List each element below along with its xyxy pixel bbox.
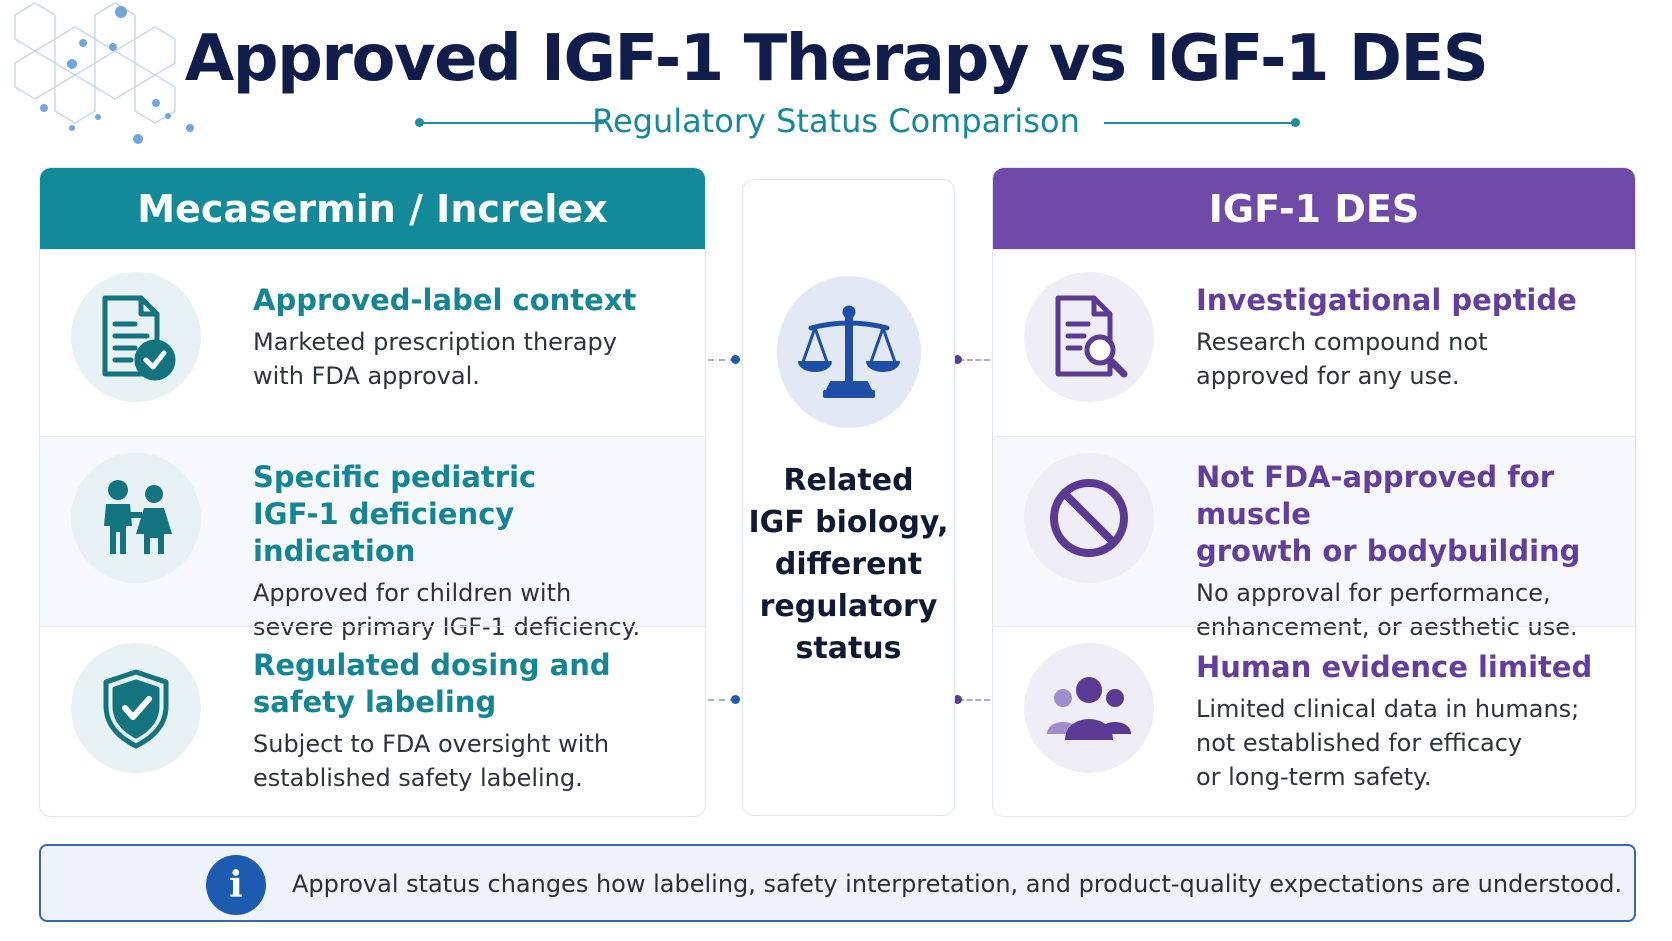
hexagon-network-decoration xyxy=(14,2,194,144)
igf1-des-panel: IGF-1 DES Investigational peptide Resear… xyxy=(992,167,1636,817)
human-evidence-text: Human evidence limited Limited clinical … xyxy=(1196,649,1615,794)
human-evidence-title: Human evidence limited xyxy=(1196,650,1593,684)
subtitle-dot-left xyxy=(415,118,424,127)
pediatric-indication-row: Specific pediatric IGF-1 deficiency indi… xyxy=(40,436,705,641)
regulated-dosing-desc: Subject to FDA oversight with establishe… xyxy=(253,730,610,792)
pediatric-indication-text: Specific pediatric IGF-1 deficiency indi… xyxy=(253,459,685,644)
connector-dot-right-bottom xyxy=(953,695,962,704)
children-icon xyxy=(71,453,201,583)
subtitle-dot-right xyxy=(1291,118,1300,127)
approved-label-row: Approved-label context Marketed prescrip… xyxy=(40,249,705,436)
not-approved-text: Not FDA-approved for muscle growth or bo… xyxy=(1196,459,1615,644)
page-subtitle: Regulatory Status Comparison xyxy=(592,102,1080,140)
info-text: Approval status changes how labeling, sa… xyxy=(292,870,1623,898)
connector-dot-right-top xyxy=(953,355,962,364)
investigational-desc: Research compound not approved for any u… xyxy=(1196,328,1488,390)
prohibited-icon xyxy=(1024,453,1154,583)
connector-right-top xyxy=(958,359,990,361)
regulated-dosing-row: Regulated dosing and safety labeling Sub… xyxy=(40,626,705,816)
connector-dot-left-top xyxy=(731,355,740,364)
approved-therapy-header: Mecasermin / Increlex xyxy=(40,168,705,249)
connector-left-bottom xyxy=(708,699,736,701)
subtitle-row: Regulatory Status Comparison xyxy=(0,100,1672,150)
pediatric-indication-desc: Approved for children with severe primar… xyxy=(253,579,641,641)
not-approved-desc: No approval for performance, enhancement… xyxy=(1196,579,1578,641)
not-approved-row: Not FDA-approved for muscle growth or bo… xyxy=(993,436,1635,641)
comparison-center-panel: Related IGF biology, different regulator… xyxy=(742,179,955,816)
igf1-des-header: IGF-1 DES xyxy=(993,168,1635,249)
subtitle-line-left xyxy=(422,122,604,124)
investigational-text: Investigational peptide Research compoun… xyxy=(1196,282,1615,393)
subtitle-line-right xyxy=(1104,122,1294,124)
shield-check-icon xyxy=(71,643,201,773)
approved-label-text: Approved-label context Marketed prescrip… xyxy=(253,282,685,393)
human-evidence-row: Human evidence limited Limited clinical … xyxy=(993,626,1635,816)
not-approved-title: Not FDA-approved for muscle growth or bo… xyxy=(1196,460,1581,568)
pediatric-indication-title: Specific pediatric IGF-1 deficiency indi… xyxy=(253,460,537,568)
approved-therapy-panel: Mecasermin / Increlex Approved-label con… xyxy=(39,167,706,817)
info-banner: i Approval status changes how labeling, … xyxy=(39,844,1636,922)
approved-label-desc: Marketed prescription therapy with FDA a… xyxy=(253,328,617,390)
center-caption: Related IGF biology, different regulator… xyxy=(748,463,949,666)
connector-right-bottom xyxy=(958,699,990,701)
document-search-icon xyxy=(1024,272,1154,402)
approved-label-title: Approved-label context xyxy=(253,283,637,317)
human-evidence-desc: Limited clinical data in humans; not est… xyxy=(1196,695,1580,791)
people-group-icon xyxy=(1024,643,1154,773)
page-title: Approved IGF-1 Therapy vs IGF-1 DES xyxy=(184,22,1489,96)
regulated-dosing-title: Regulated dosing and safety labeling xyxy=(253,648,611,719)
connector-dot-left-bottom xyxy=(731,695,740,704)
document-check-icon xyxy=(71,272,201,402)
investigational-row: Investigational peptide Research compoun… xyxy=(993,249,1635,436)
regulated-dosing-text: Regulated dosing and safety labeling Sub… xyxy=(253,647,685,795)
investigational-title: Investigational peptide xyxy=(1196,283,1577,317)
connector-left-top xyxy=(708,359,736,361)
balance-scale-icon xyxy=(777,276,921,428)
info-icon: i xyxy=(206,855,266,915)
